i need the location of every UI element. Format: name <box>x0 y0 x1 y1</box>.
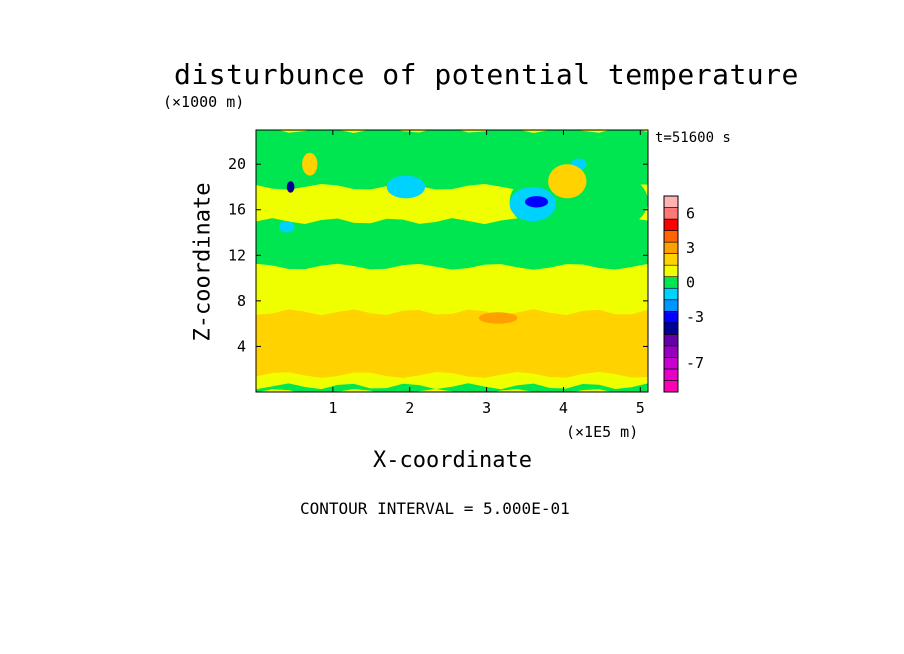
contour-region <box>279 221 295 233</box>
contour-region <box>478 312 518 324</box>
time-label: t=51600 s <box>655 130 731 146</box>
y-tick-label: 20 <box>228 155 246 173</box>
colorbar-swatch <box>663 310 679 324</box>
x-axis-unit: (×1E5 m) <box>566 423 639 441</box>
colorbar-swatch <box>663 299 679 312</box>
x-tick-label: 1 <box>328 399 337 417</box>
x-axis: 1 2 3 4 5 <box>328 130 645 417</box>
x-tick-label: 4 <box>559 399 568 417</box>
contour-region <box>286 181 295 193</box>
colorbar-swatch <box>663 334 679 347</box>
x-tick-label: 3 <box>482 399 491 417</box>
x-axis-label: X-coordinate <box>373 448 532 473</box>
y-axis-unit: (×1000 m) <box>163 93 245 111</box>
x-tick-label: 2 <box>405 399 414 417</box>
chart-title: disturbunce of potential temperature <box>174 58 799 91</box>
plot-area <box>256 130 648 392</box>
contour-interval: CONTOUR INTERVAL = 5.000E-01 <box>300 499 570 518</box>
colorbar-swatch <box>663 368 679 381</box>
colorbar-tick-label: 0 <box>686 273 695 291</box>
contour-region <box>302 152 318 176</box>
colorbar: 6 3 0 -3 -7 <box>663 195 704 393</box>
y-axis: 4 8 12 16 20 <box>228 155 648 355</box>
y-tick-label: 16 <box>228 201 246 219</box>
colorbar-swatch <box>663 276 679 289</box>
contour-region <box>256 309 648 378</box>
colorbar-swatch <box>663 287 679 301</box>
colorbar-tick-label: 3 <box>686 239 695 257</box>
colorbar-swatch <box>663 253 679 266</box>
colorbar-frame <box>663 195 679 393</box>
y-tick-label: 12 <box>228 246 246 264</box>
contour-region <box>256 383 648 392</box>
x-tick-label: 5 <box>636 399 645 417</box>
contour-region <box>386 175 426 199</box>
contour-region <box>509 164 648 239</box>
y-axis-label: Z-coordinate <box>190 182 216 342</box>
colorbar-swatch <box>663 345 679 358</box>
colorbar-swatch <box>663 357 679 370</box>
y-tick-label: 8 <box>237 292 246 310</box>
y-tick-label: 4 <box>237 337 246 355</box>
colorbar-swatch <box>663 195 679 208</box>
colorbar-swatch <box>663 380 679 393</box>
colorbar-swatch <box>663 207 679 220</box>
colorbar-tick-label: 6 <box>686 204 695 222</box>
plot-frame <box>255 129 649 393</box>
colorbar-swatch <box>663 322 679 335</box>
colorbar-swatch <box>663 218 679 231</box>
colorbar-tick-label: -3 <box>686 308 704 326</box>
colorbar-tick-label: -7 <box>686 354 704 372</box>
contour-region <box>525 196 549 208</box>
colorbar-swatch <box>663 230 679 243</box>
contour-region <box>548 164 587 199</box>
colorbar-swatch <box>663 264 679 278</box>
colorbar-swatch <box>663 241 679 254</box>
